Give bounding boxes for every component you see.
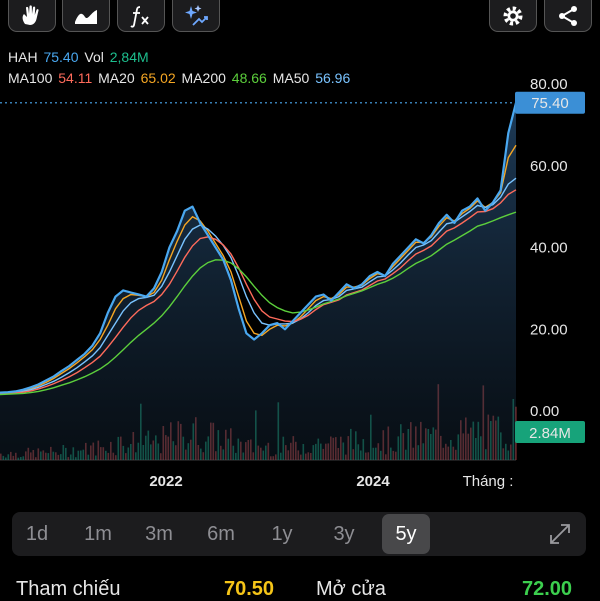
time-range-selector: 1d 1m 3m 6m 1y 3y 5y — [12, 512, 586, 556]
gear-icon — [503, 6, 523, 25]
open-price-label: Mở cửa — [316, 578, 386, 600]
ma100-value: 54.11 — [58, 70, 93, 86]
ma20-value: 65.02 — [140, 70, 176, 86]
settings-button[interactable] — [489, 0, 537, 32]
ma-legend: MA100 54.11 MA20 65.02 MA200 48.66 MA50 … — [8, 70, 352, 86]
x-tick-label: 2024 — [356, 473, 390, 490]
ma50-value: 56.96 — [315, 70, 351, 86]
fullscreen-button[interactable] — [548, 522, 572, 546]
y-tick-label: 60.00 — [530, 158, 568, 175]
range-tab-6m[interactable]: 6m — [207, 523, 235, 545]
ticker-label: HAH — [8, 49, 38, 65]
y-tick-label: 0.00 — [530, 403, 559, 420]
ma200-line — [0, 211, 517, 396]
price-legend: HAH 75.40 Vol 2,84M — [8, 49, 151, 65]
y-tick-label: 40.00 — [530, 240, 568, 257]
ma20-label: MA20 — [98, 70, 135, 86]
price-chart[interactable]: 80.00 60.00 40.00 20.00 0.00 2022 2024 Tháng :… — [0, 0, 600, 500]
reference-price-value: 70.50 — [224, 578, 275, 600]
y-tick-label: 80.00 — [530, 76, 568, 93]
indicators-button[interactable] — [117, 0, 165, 32]
range-tab-3m[interactable]: 3m — [145, 523, 173, 545]
price-badge — [515, 91, 585, 114]
last-price: 75.40 — [43, 49, 79, 65]
function-fx-icon — [130, 5, 149, 28]
x-tick-label: 2022 — [149, 473, 182, 490]
price-line — [0, 102, 518, 394]
chart-type-button[interactable] — [62, 0, 110, 32]
ma100-line — [0, 189, 517, 395]
ma100-label: MA100 — [8, 70, 53, 86]
y-tick-label: 20.00 — [530, 321, 568, 338]
range-tab-1d[interactable]: 1d — [25, 523, 49, 545]
volume-badge — [515, 421, 585, 443]
volume-label: Vol — [84, 49, 104, 65]
price-area-fill — [0, 102, 516, 461]
range-tab-1y[interactable]: 1y — [271, 523, 293, 545]
ma200-value: 48.66 — [231, 70, 267, 86]
price-badge-value: 75.40 — [531, 95, 569, 112]
hand-draw-icon — [22, 4, 39, 25]
ai-sparkle-icon — [185, 4, 208, 26]
ai-analysis-button[interactable] — [172, 0, 220, 32]
reference-price-label: Tham chiếu — [16, 578, 121, 600]
range-tab-3y[interactable]: 3y — [333, 523, 355, 545]
share-icon — [559, 5, 577, 26]
volume-badge-value: 2.84M — [529, 425, 571, 442]
expand-icon — [550, 524, 570, 544]
range-tab-1m[interactable]: 1m — [84, 523, 112, 545]
range-tab-5y[interactable]: 5y — [382, 514, 430, 554]
draw-tool-button[interactable] — [8, 0, 56, 32]
ma50-line — [0, 177, 517, 395]
share-button[interactable] — [544, 0, 592, 32]
open-price-value: 72.00 — [522, 578, 573, 600]
volume-value: 2,84M — [109, 49, 149, 65]
area-chart-icon — [75, 9, 97, 24]
ma200-label: MA200 — [181, 70, 226, 86]
x-tick-label: Tháng : — [463, 473, 514, 490]
ma50-label: MA50 — [272, 70, 310, 86]
